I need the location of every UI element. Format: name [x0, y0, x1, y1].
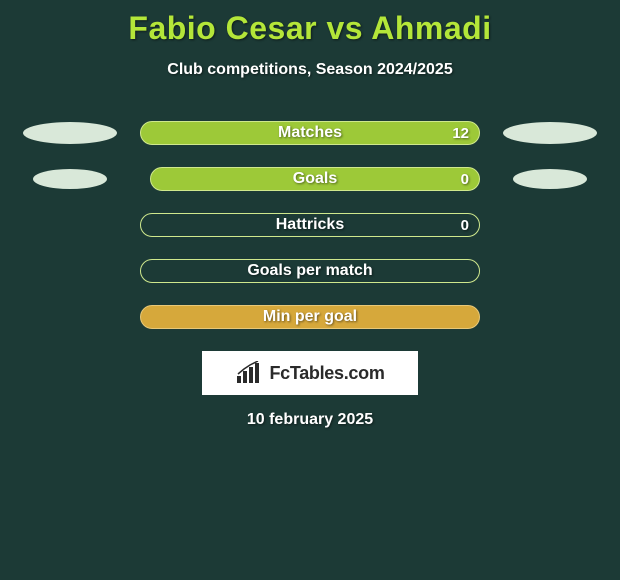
- stat-label: Goals per match: [247, 262, 372, 280]
- stat-label: Hattricks: [276, 216, 344, 234]
- subtitle: Club competitions, Season 2024/2025: [0, 61, 620, 79]
- stat-bar: Matches 12: [140, 121, 480, 145]
- stat-bar: Min per goal: [140, 305, 480, 329]
- stat-rows: Matches 12 Goals 0 Hattricks 0 Goals per match…: [0, 121, 620, 329]
- stat-row: Goals per match: [0, 259, 620, 283]
- page-title: Fabio Cesar vs Ahmadi: [0, 0, 620, 47]
- stat-bar: Hattricks 0: [140, 213, 480, 237]
- stat-bar: Goals 0: [150, 167, 480, 191]
- stat-value: 12: [452, 125, 469, 142]
- brand-badge: FcTables.com: [202, 351, 418, 395]
- date-text: 10 february 2025: [0, 411, 620, 429]
- stat-label: Matches: [278, 124, 342, 142]
- title-vs: vs: [326, 10, 363, 46]
- title-player1: Fabio Cesar: [128, 10, 317, 46]
- brand-bars-icon: [235, 361, 265, 385]
- left-ellipse: [33, 169, 107, 189]
- stat-value: 0: [461, 171, 469, 188]
- stat-row: Matches 12: [0, 121, 620, 145]
- stat-row: Goals 0: [0, 167, 620, 191]
- stat-row: Min per goal: [0, 305, 620, 329]
- right-ellipse: [503, 122, 597, 144]
- title-player2: Ahmadi: [371, 10, 491, 46]
- brand-text: FcTables.com: [269, 363, 384, 384]
- left-ellipse: [23, 122, 117, 144]
- stat-row: Hattricks 0: [0, 213, 620, 237]
- stat-bar: Goals per match: [140, 259, 480, 283]
- right-ellipse: [513, 169, 587, 189]
- stat-value: 0: [461, 217, 469, 234]
- stat-label: Min per goal: [263, 308, 357, 326]
- stat-label: Goals: [293, 170, 337, 188]
